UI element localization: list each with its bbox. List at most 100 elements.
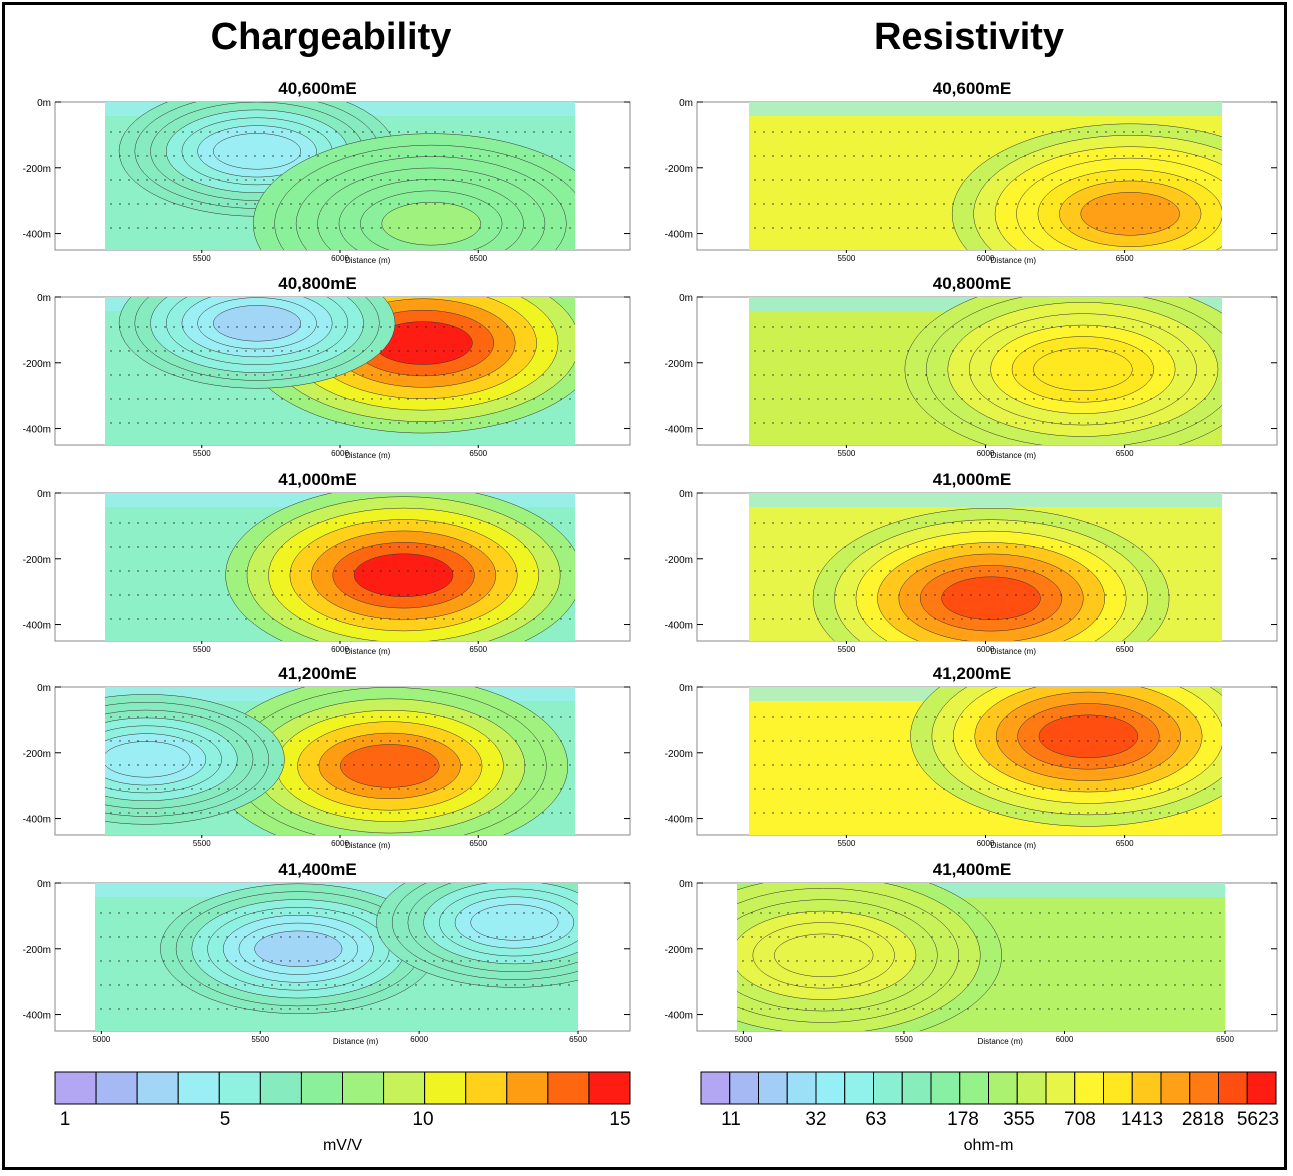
- depth-tick-label: -400m: [665, 230, 693, 241]
- colorbar-tick-label: 1: [59, 1109, 71, 1130]
- x-tick-label: 5000: [735, 1035, 753, 1044]
- colorbar-tick-label: 15: [609, 1109, 631, 1130]
- x-tick-label: 5500: [895, 1035, 913, 1044]
- anomaly-contour: [1038, 714, 1139, 759]
- x-tick-label: 6500: [1216, 1035, 1234, 1044]
- depth-tick-label: -400m: [665, 1011, 693, 1022]
- resistivity-title: Resistivity: [873, 16, 1065, 58]
- x-tick-label: 5500: [837, 839, 855, 848]
- section-chargeability-4: 41,400mE 0m -200m -400m 5000 5500 6000 6500 Dist…: [23, 860, 631, 1046]
- colorbar-swatch: [259, 1071, 302, 1105]
- distance-axis-label: Distance (m): [345, 841, 391, 850]
- section-title: 40,600mE: [278, 79, 356, 98]
- depth-tick-label: -400m: [665, 815, 693, 826]
- x-tick-label: 6000: [331, 645, 349, 654]
- colorbar-unit-label: ohm-m: [963, 1137, 1014, 1154]
- anomaly-contour: [470, 904, 559, 941]
- depth-tick-label: 0m: [679, 879, 693, 890]
- colorbar-tick-label: 32: [805, 1109, 827, 1130]
- colorbar-swatch: [177, 1071, 220, 1105]
- x-tick-label: 6500: [569, 1035, 587, 1044]
- x-tick-label: 6000: [331, 449, 349, 458]
- depth-tick-label: -200m: [23, 164, 51, 175]
- distance-axis-label: Distance (m): [345, 256, 391, 265]
- chargeability-colorbar: [54, 1071, 631, 1105]
- depth-tick-label: -200m: [665, 749, 693, 760]
- colorbar-swatch: [1016, 1071, 1047, 1105]
- depth-tick-label: 0m: [37, 879, 51, 890]
- colorbar-swatch: [1074, 1071, 1104, 1105]
- chargeability-title: Chargeability: [210, 16, 452, 58]
- colorbar-swatch: [815, 1071, 846, 1105]
- section-title: 41,000mE: [933, 470, 1011, 489]
- distance-axis-label: Distance (m): [978, 1037, 1024, 1046]
- colorbar-tick-label: 10: [412, 1109, 434, 1130]
- distance-axis-label: Distance (m): [345, 451, 391, 460]
- depth-tick-label: -200m: [23, 945, 51, 956]
- colorbar-swatch: [95, 1071, 138, 1105]
- section-fill: [737, 883, 1225, 1031]
- colorbar-tick-label: 63: [865, 1109, 887, 1130]
- section-chargeability-1: 40,800mE 0m -200m -400m 5500 6000 6500 Distance…: [23, 274, 631, 460]
- section-fill: [749, 297, 1222, 445]
- x-tick-label: 6500: [469, 839, 487, 848]
- depth-tick-label: -400m: [665, 621, 693, 632]
- x-tick-label: 5500: [837, 645, 855, 654]
- anomaly-contour: [213, 305, 302, 342]
- colorbar-swatch: [1246, 1071, 1277, 1105]
- colorbar-tick-label: 178: [947, 1109, 979, 1130]
- colorbar-swatch: [844, 1071, 874, 1105]
- colorbar-tick-label: 355: [1003, 1109, 1035, 1130]
- x-tick-label: 6500: [469, 254, 487, 263]
- section-resistivity-2: 41,000mE 0m -200m -400m 5500 6000 6500 Distance…: [665, 470, 1278, 656]
- anomaly-contour: [213, 133, 302, 170]
- distance-axis-label: Distance (m): [991, 841, 1037, 850]
- distance-axis-label: Distance (m): [991, 647, 1037, 656]
- colorbar-swatch: [988, 1071, 1018, 1105]
- x-tick-label: 5500: [251, 1035, 269, 1044]
- x-tick-label: 5500: [193, 839, 211, 848]
- anomaly-contour: [340, 744, 440, 788]
- x-tick-label: 5500: [837, 254, 855, 263]
- x-tick-label: 6500: [1116, 254, 1134, 263]
- depth-tick-label: -400m: [23, 425, 51, 436]
- colorbar-swatch: [729, 1071, 759, 1105]
- x-tick-label: 6500: [469, 449, 487, 458]
- colorbar-tick-label: 11: [721, 1109, 741, 1130]
- x-tick-label: 6500: [469, 645, 487, 654]
- section-title: 40,600mE: [933, 79, 1011, 98]
- colorbar-tick-label: 708: [1064, 1109, 1096, 1130]
- colorbar-swatch: [54, 1071, 97, 1105]
- x-tick-label: 5500: [193, 645, 211, 654]
- colorbar-swatch: [506, 1071, 549, 1105]
- anomaly-contour: [254, 930, 343, 967]
- distance-axis-label: Distance (m): [991, 451, 1037, 460]
- colorbar-swatch: [700, 1071, 731, 1105]
- section-resistivity-1: 40,800mE 0m -200m -400m 5500 6000 6500 Distance…: [665, 274, 1278, 460]
- x-tick-label: 6500: [1116, 645, 1134, 654]
- colorbar-swatch: [1131, 1071, 1162, 1105]
- colorbar-swatch: [786, 1071, 817, 1105]
- colorbar-swatch: [901, 1071, 932, 1105]
- colorbar-swatch: [1189, 1071, 1219, 1105]
- section-fill: [105, 102, 575, 250]
- section-title: 40,800mE: [933, 274, 1011, 293]
- colorbar-swatch: [1160, 1071, 1191, 1105]
- anomaly-contour: [381, 202, 481, 246]
- section-chargeability-2: 41,000mE 0m -200m -400m 5500 6000 6500 Distance…: [23, 470, 631, 656]
- colorbar-tick-label: 2818: [1181, 1109, 1225, 1130]
- depth-tick-label: -200m: [665, 945, 693, 956]
- colorbar-swatch: [136, 1071, 179, 1105]
- x-tick-label: 5000: [92, 1035, 110, 1044]
- section-title: 41,000mE: [278, 470, 356, 489]
- anomaly-contour: [353, 553, 454, 597]
- colorbar-swatch: [758, 1071, 788, 1105]
- resistivity-colorbar: [700, 1071, 1277, 1105]
- x-tick-label: 6000: [1056, 1035, 1074, 1044]
- section-fill: [105, 297, 575, 445]
- depth-tick-label: 0m: [37, 683, 51, 694]
- anomaly-contour: [1033, 347, 1133, 392]
- x-tick-label: 6000: [977, 254, 995, 263]
- depth-tick-label: -400m: [23, 1011, 51, 1022]
- x-tick-label: 6000: [331, 254, 349, 263]
